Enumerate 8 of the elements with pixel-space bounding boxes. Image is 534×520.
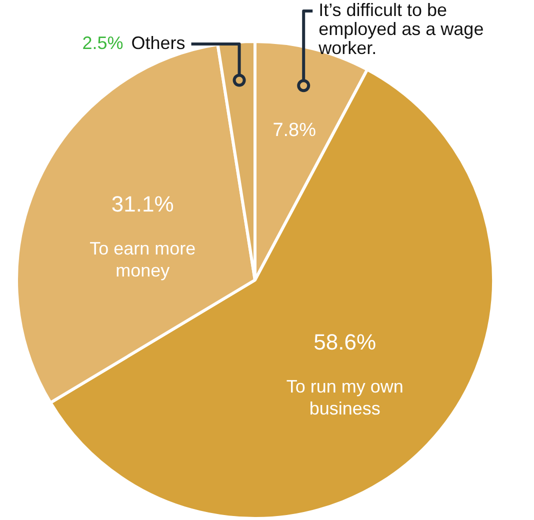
data-label: 2.5% bbox=[82, 32, 124, 53]
slice-label: To earn more money bbox=[90, 238, 196, 281]
slice-label: To run my own business bbox=[286, 376, 404, 418]
data-label: 58.6% bbox=[314, 330, 376, 355]
slice-label: It’s difficult to be employed as a wage worker. bbox=[318, 0, 484, 58]
data-label: 7.8% bbox=[272, 120, 316, 141]
slice-label: Others bbox=[131, 32, 186, 53]
data-label: 31.1% bbox=[111, 192, 174, 217]
